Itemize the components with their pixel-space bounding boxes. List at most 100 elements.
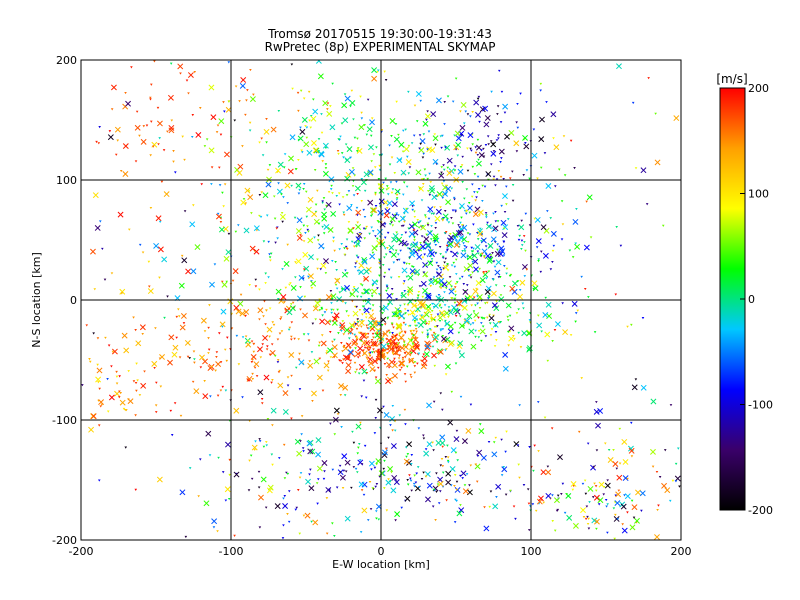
data-point (626, 477, 629, 481)
data-point (531, 503, 535, 506)
data-point (489, 254, 493, 257)
data-point (532, 469, 535, 473)
data-point (545, 101, 548, 104)
data-point (248, 419, 251, 423)
data-point (571, 488, 575, 491)
data-point-cross (354, 240, 361, 247)
data-point-cross (251, 444, 258, 451)
data-point-cross (371, 75, 378, 82)
data-point (149, 206, 153, 210)
data-point (647, 77, 650, 80)
data-point-cross (661, 482, 668, 489)
data-point-cross (494, 250, 501, 257)
data-point (258, 318, 261, 321)
data-point (476, 138, 480, 142)
data-point (518, 476, 521, 479)
data-point (311, 322, 315, 325)
data-point (487, 440, 491, 444)
data-point (471, 110, 474, 114)
data-point (427, 217, 431, 220)
data-point (85, 324, 89, 327)
data-point (468, 211, 472, 214)
data-point-cross (223, 151, 230, 158)
data-point (413, 215, 417, 219)
data-point (263, 300, 266, 303)
data-point (546, 359, 550, 363)
data-point (444, 456, 448, 459)
data-point-cross (371, 207, 378, 214)
data-point (355, 305, 359, 309)
data-point (516, 444, 520, 447)
data-point-cross (208, 84, 215, 91)
data-point (135, 362, 138, 365)
data-point (327, 360, 330, 363)
data-point (411, 205, 415, 208)
data-point (419, 220, 422, 223)
data-point-cross (420, 224, 427, 231)
data-point (467, 274, 471, 278)
data-point (266, 168, 270, 172)
data-point-cross (498, 148, 505, 155)
data-point (403, 408, 407, 412)
data-point-cross (491, 451, 498, 458)
data-point (265, 444, 269, 447)
data-point-cross (399, 215, 406, 222)
data-point (251, 377, 255, 381)
data-point (349, 156, 352, 159)
data-point (400, 225, 404, 228)
data-point-cross (344, 175, 351, 182)
data-point-cross (375, 458, 382, 465)
data-point (369, 134, 373, 137)
data-point (481, 252, 484, 255)
data-point (375, 510, 378, 513)
data-point (614, 513, 617, 517)
data-point (358, 352, 362, 355)
data-point-cross (280, 294, 287, 300)
data-point (454, 451, 458, 454)
data-point (518, 289, 522, 292)
data-point (434, 243, 438, 247)
data-point (456, 252, 460, 255)
data-point (224, 499, 228, 502)
data-point (606, 503, 609, 506)
data-point (282, 166, 286, 169)
data-point-cross (445, 280, 452, 287)
data-point-cross (243, 227, 250, 234)
data-point (356, 137, 359, 140)
data-point-cross (499, 248, 506, 255)
data-point (421, 331, 424, 334)
data-point (455, 499, 458, 503)
data-point-cross (307, 448, 314, 455)
data-point-cross (449, 466, 456, 472)
data-point (160, 180, 164, 183)
data-point (329, 290, 333, 293)
data-point-cross (571, 300, 578, 307)
data-point (213, 263, 217, 266)
data-point (437, 194, 440, 197)
data-point (479, 227, 482, 230)
data-point (420, 235, 424, 238)
data-point (311, 399, 314, 403)
x-axis-ticks: -200 -100 0 100 200 (69, 534, 692, 558)
data-point-cross (134, 124, 141, 131)
data-point-cross (321, 460, 328, 466)
data-point-cross (535, 238, 542, 245)
data-point (586, 515, 589, 519)
data-point (381, 312, 384, 315)
data-point (617, 489, 621, 492)
data-point (398, 354, 401, 357)
data-point (439, 329, 443, 332)
data-point (362, 227, 366, 230)
data-point (290, 321, 294, 324)
data-point-cross (501, 466, 508, 473)
data-point (453, 521, 457, 524)
data-point-cross (247, 194, 254, 201)
data-point-cross (339, 325, 346, 331)
data-point (134, 381, 138, 385)
data-point-cross (466, 313, 473, 320)
data-point-cross (249, 96, 256, 103)
data-point (352, 441, 356, 444)
data-point (500, 204, 503, 208)
data-point-cross (338, 383, 344, 389)
data-point-cross (323, 223, 330, 230)
